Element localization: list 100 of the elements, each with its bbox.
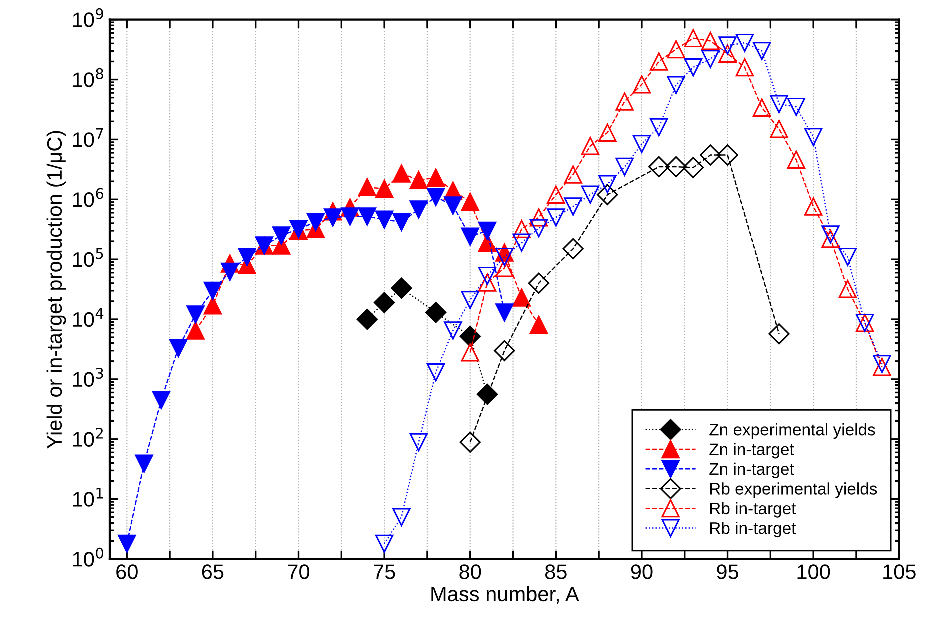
point: [700, 144, 722, 166]
x-tick-label: 75: [374, 564, 396, 580]
point: [341, 208, 360, 226]
point: [375, 180, 394, 198]
point: [822, 230, 840, 248]
point: [375, 210, 394, 229]
point: [375, 534, 394, 554]
point: [632, 76, 652, 94]
point: [787, 98, 806, 116]
x-tick-label: 85: [545, 564, 567, 580]
point: [597, 184, 618, 206]
y-tick-label: 10$^{8}$: [73, 68, 104, 88]
point: [152, 391, 171, 410]
point: [528, 272, 550, 294]
y-tick-label: 10$^{5}$: [73, 248, 104, 268]
point: [684, 29, 703, 48]
y-tick-label: 10$^{2}$: [73, 428, 103, 447]
y-tick-label: 10$^{0}$: [73, 548, 104, 567]
point: [461, 192, 480, 212]
x-tick-label: 90: [631, 564, 653, 580]
point: [410, 171, 428, 190]
point: [804, 128, 823, 146]
point: [632, 135, 652, 154]
point: [204, 282, 222, 300]
legend-label: Zn experimental yields: [710, 424, 876, 440]
point: [356, 308, 378, 330]
point: [822, 226, 840, 244]
point: [650, 118, 668, 137]
point: [702, 32, 720, 50]
point: [392, 164, 411, 183]
point: [410, 433, 428, 452]
point: [736, 34, 754, 52]
point: [426, 168, 446, 188]
point: [410, 200, 428, 219]
point: [667, 40, 686, 59]
point: [392, 213, 411, 232]
x-tick-label: 100: [798, 564, 830, 580]
legend-label: Zn in-target: [710, 462, 794, 478]
point: [770, 95, 788, 114]
point: [752, 42, 772, 60]
point: [682, 157, 704, 178]
point: [598, 124, 617, 142]
point: [873, 355, 892, 374]
point: [581, 137, 600, 156]
y-tick-label: 10$^{9}$: [73, 8, 104, 28]
point: [425, 302, 447, 324]
point: [392, 508, 411, 526]
x-tick-label: 80: [460, 564, 482, 580]
point: [564, 166, 582, 184]
point: [461, 228, 480, 246]
y-axis-title: Yield or in-target production (1/μC): [46, 131, 66, 449]
point: [170, 339, 188, 358]
point: [838, 248, 857, 266]
legend-label: Zn in-target: [710, 443, 794, 459]
point: [238, 248, 256, 266]
point: [530, 316, 548, 334]
point: [650, 52, 668, 71]
point: [496, 304, 514, 322]
point: [873, 358, 892, 376]
point: [358, 178, 376, 197]
point: [391, 278, 412, 300]
point: [717, 144, 738, 166]
legend-label: Rb experimental yields: [710, 482, 878, 498]
x-tick-label: 105: [884, 564, 916, 580]
point: [768, 324, 790, 345]
point: [476, 384, 498, 406]
point: [461, 291, 480, 310]
point: [478, 222, 497, 240]
x-tick-label: 60: [116, 564, 138, 580]
point: [444, 196, 462, 215]
point: [186, 306, 205, 324]
point: [496, 248, 514, 266]
y-tick-label: 10$^{7}$: [73, 128, 104, 148]
point: [118, 534, 136, 554]
point: [666, 156, 687, 178]
point: [736, 58, 754, 77]
point: [581, 186, 600, 204]
point: [460, 432, 481, 453]
y-tick-label: 10$^{6}$: [73, 188, 104, 208]
point: [306, 213, 326, 232]
point: [460, 326, 481, 348]
x-axis-title: Mass number, A: [432, 586, 580, 604]
point: [204, 296, 222, 315]
point: [752, 98, 772, 117]
y-tick-label: 10$^{4}$: [73, 308, 104, 328]
point: [562, 238, 584, 260]
point: [667, 76, 686, 94]
point: [530, 219, 548, 238]
point: [684, 58, 703, 77]
point: [648, 156, 670, 178]
point: [616, 92, 634, 111]
point: [374, 292, 396, 314]
point: [186, 322, 205, 340]
point: [478, 267, 497, 286]
point: [512, 288, 531, 307]
point: [787, 150, 806, 170]
x-tick-label: 95: [717, 564, 738, 580]
legend-label: Rb in-target: [710, 502, 796, 518]
point: [718, 44, 737, 64]
point: [512, 220, 531, 238]
